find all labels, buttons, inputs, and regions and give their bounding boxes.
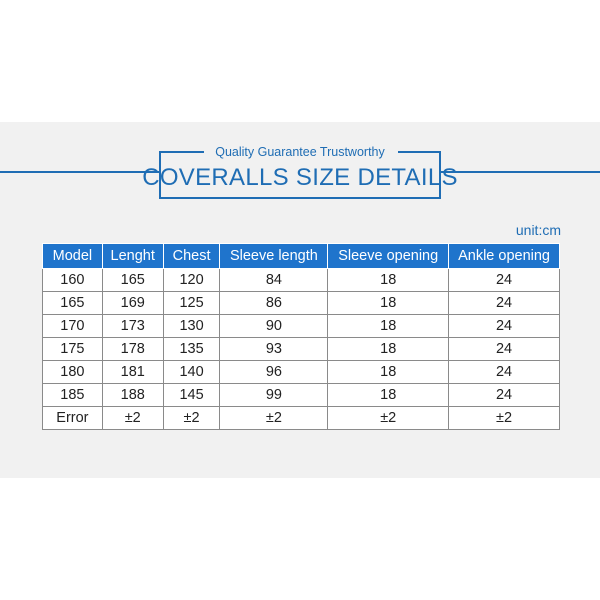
table-cell: 165 bbox=[42, 291, 103, 315]
table-row: 170 173 130 90 18 24 bbox=[42, 314, 560, 338]
table-cell: 160 bbox=[42, 268, 103, 292]
table-cell: 24 bbox=[448, 337, 560, 361]
table-cell: 24 bbox=[448, 360, 560, 384]
column-header: Ankle opening bbox=[448, 243, 560, 269]
unit-label: unit:cm bbox=[515, 222, 561, 238]
tagline: Quality Guarantee Trustworthy bbox=[215, 145, 385, 159]
column-header: Sleeve opening bbox=[327, 243, 450, 269]
table-cell: ±2 bbox=[327, 406, 450, 430]
table-cell: 24 bbox=[448, 383, 560, 407]
table-row: Error ±2 ±2 ±2 ±2 ±2 bbox=[42, 406, 560, 430]
table-cell: 24 bbox=[448, 268, 560, 292]
table-cell: 86 bbox=[219, 291, 329, 315]
table-cell: 170 bbox=[42, 314, 103, 338]
table-cell: 180 bbox=[42, 360, 103, 384]
table-cell: 169 bbox=[101, 291, 164, 315]
table-cell: 99 bbox=[219, 383, 329, 407]
table-cell: 24 bbox=[448, 314, 560, 338]
table-cell: 24 bbox=[448, 291, 560, 315]
column-header: Sleeve length bbox=[219, 243, 329, 269]
table-cell: 125 bbox=[162, 291, 221, 315]
size-table: Model Lenght Chest Sleeve length Sleeve open… bbox=[42, 243, 560, 430]
table-cell: ±2 bbox=[448, 406, 560, 430]
table-cell: 18 bbox=[327, 337, 450, 361]
table-cell: 185 bbox=[42, 383, 103, 407]
table-row: 185 188 145 99 18 24 bbox=[42, 383, 560, 407]
table-cell: 18 bbox=[327, 314, 450, 338]
table-row: 180 181 140 96 18 24 bbox=[42, 360, 560, 384]
table-body: 160 165 120 84 18 24 165 169 125 86 18 24 170 173 130 9… bbox=[42, 268, 560, 430]
table-row: 175 178 135 93 18 24 bbox=[42, 337, 560, 361]
column-header: Chest bbox=[162, 243, 221, 269]
table-cell: 18 bbox=[327, 291, 450, 315]
table-cell: ±2 bbox=[101, 406, 164, 430]
table-row: 160 165 120 84 18 24 bbox=[42, 268, 560, 292]
table-cell: 178 bbox=[101, 337, 164, 361]
column-header: Model bbox=[42, 243, 103, 269]
table-cell: ±2 bbox=[162, 406, 221, 430]
table-cell: 140 bbox=[162, 360, 221, 384]
table-cell: Error bbox=[42, 406, 103, 430]
table-cell: 130 bbox=[162, 314, 221, 338]
table-cell: ±2 bbox=[219, 406, 329, 430]
table-cell: 84 bbox=[219, 268, 329, 292]
table-cell: 90 bbox=[219, 314, 329, 338]
table-cell: 135 bbox=[162, 337, 221, 361]
header-row: Model Lenght Chest Sleeve length Sleeve open… bbox=[42, 243, 560, 269]
table-cell: 93 bbox=[219, 337, 329, 361]
title: COVERALLS SIZE DETAILS bbox=[142, 164, 458, 191]
table-cell: 175 bbox=[42, 337, 103, 361]
table-cell: 18 bbox=[327, 360, 450, 384]
table-cell: 145 bbox=[162, 383, 221, 407]
table-cell: 173 bbox=[101, 314, 164, 338]
table-cell: 18 bbox=[327, 383, 450, 407]
table-cell: 96 bbox=[219, 360, 329, 384]
table-cell: 120 bbox=[162, 268, 221, 292]
table-cell: 181 bbox=[101, 360, 164, 384]
table-row: 165 169 125 86 18 24 bbox=[42, 291, 560, 315]
table-cell: 18 bbox=[327, 268, 450, 292]
table-cell: 188 bbox=[101, 383, 164, 407]
table-cell: 165 bbox=[101, 268, 164, 292]
column-header: Lenght bbox=[101, 243, 164, 269]
